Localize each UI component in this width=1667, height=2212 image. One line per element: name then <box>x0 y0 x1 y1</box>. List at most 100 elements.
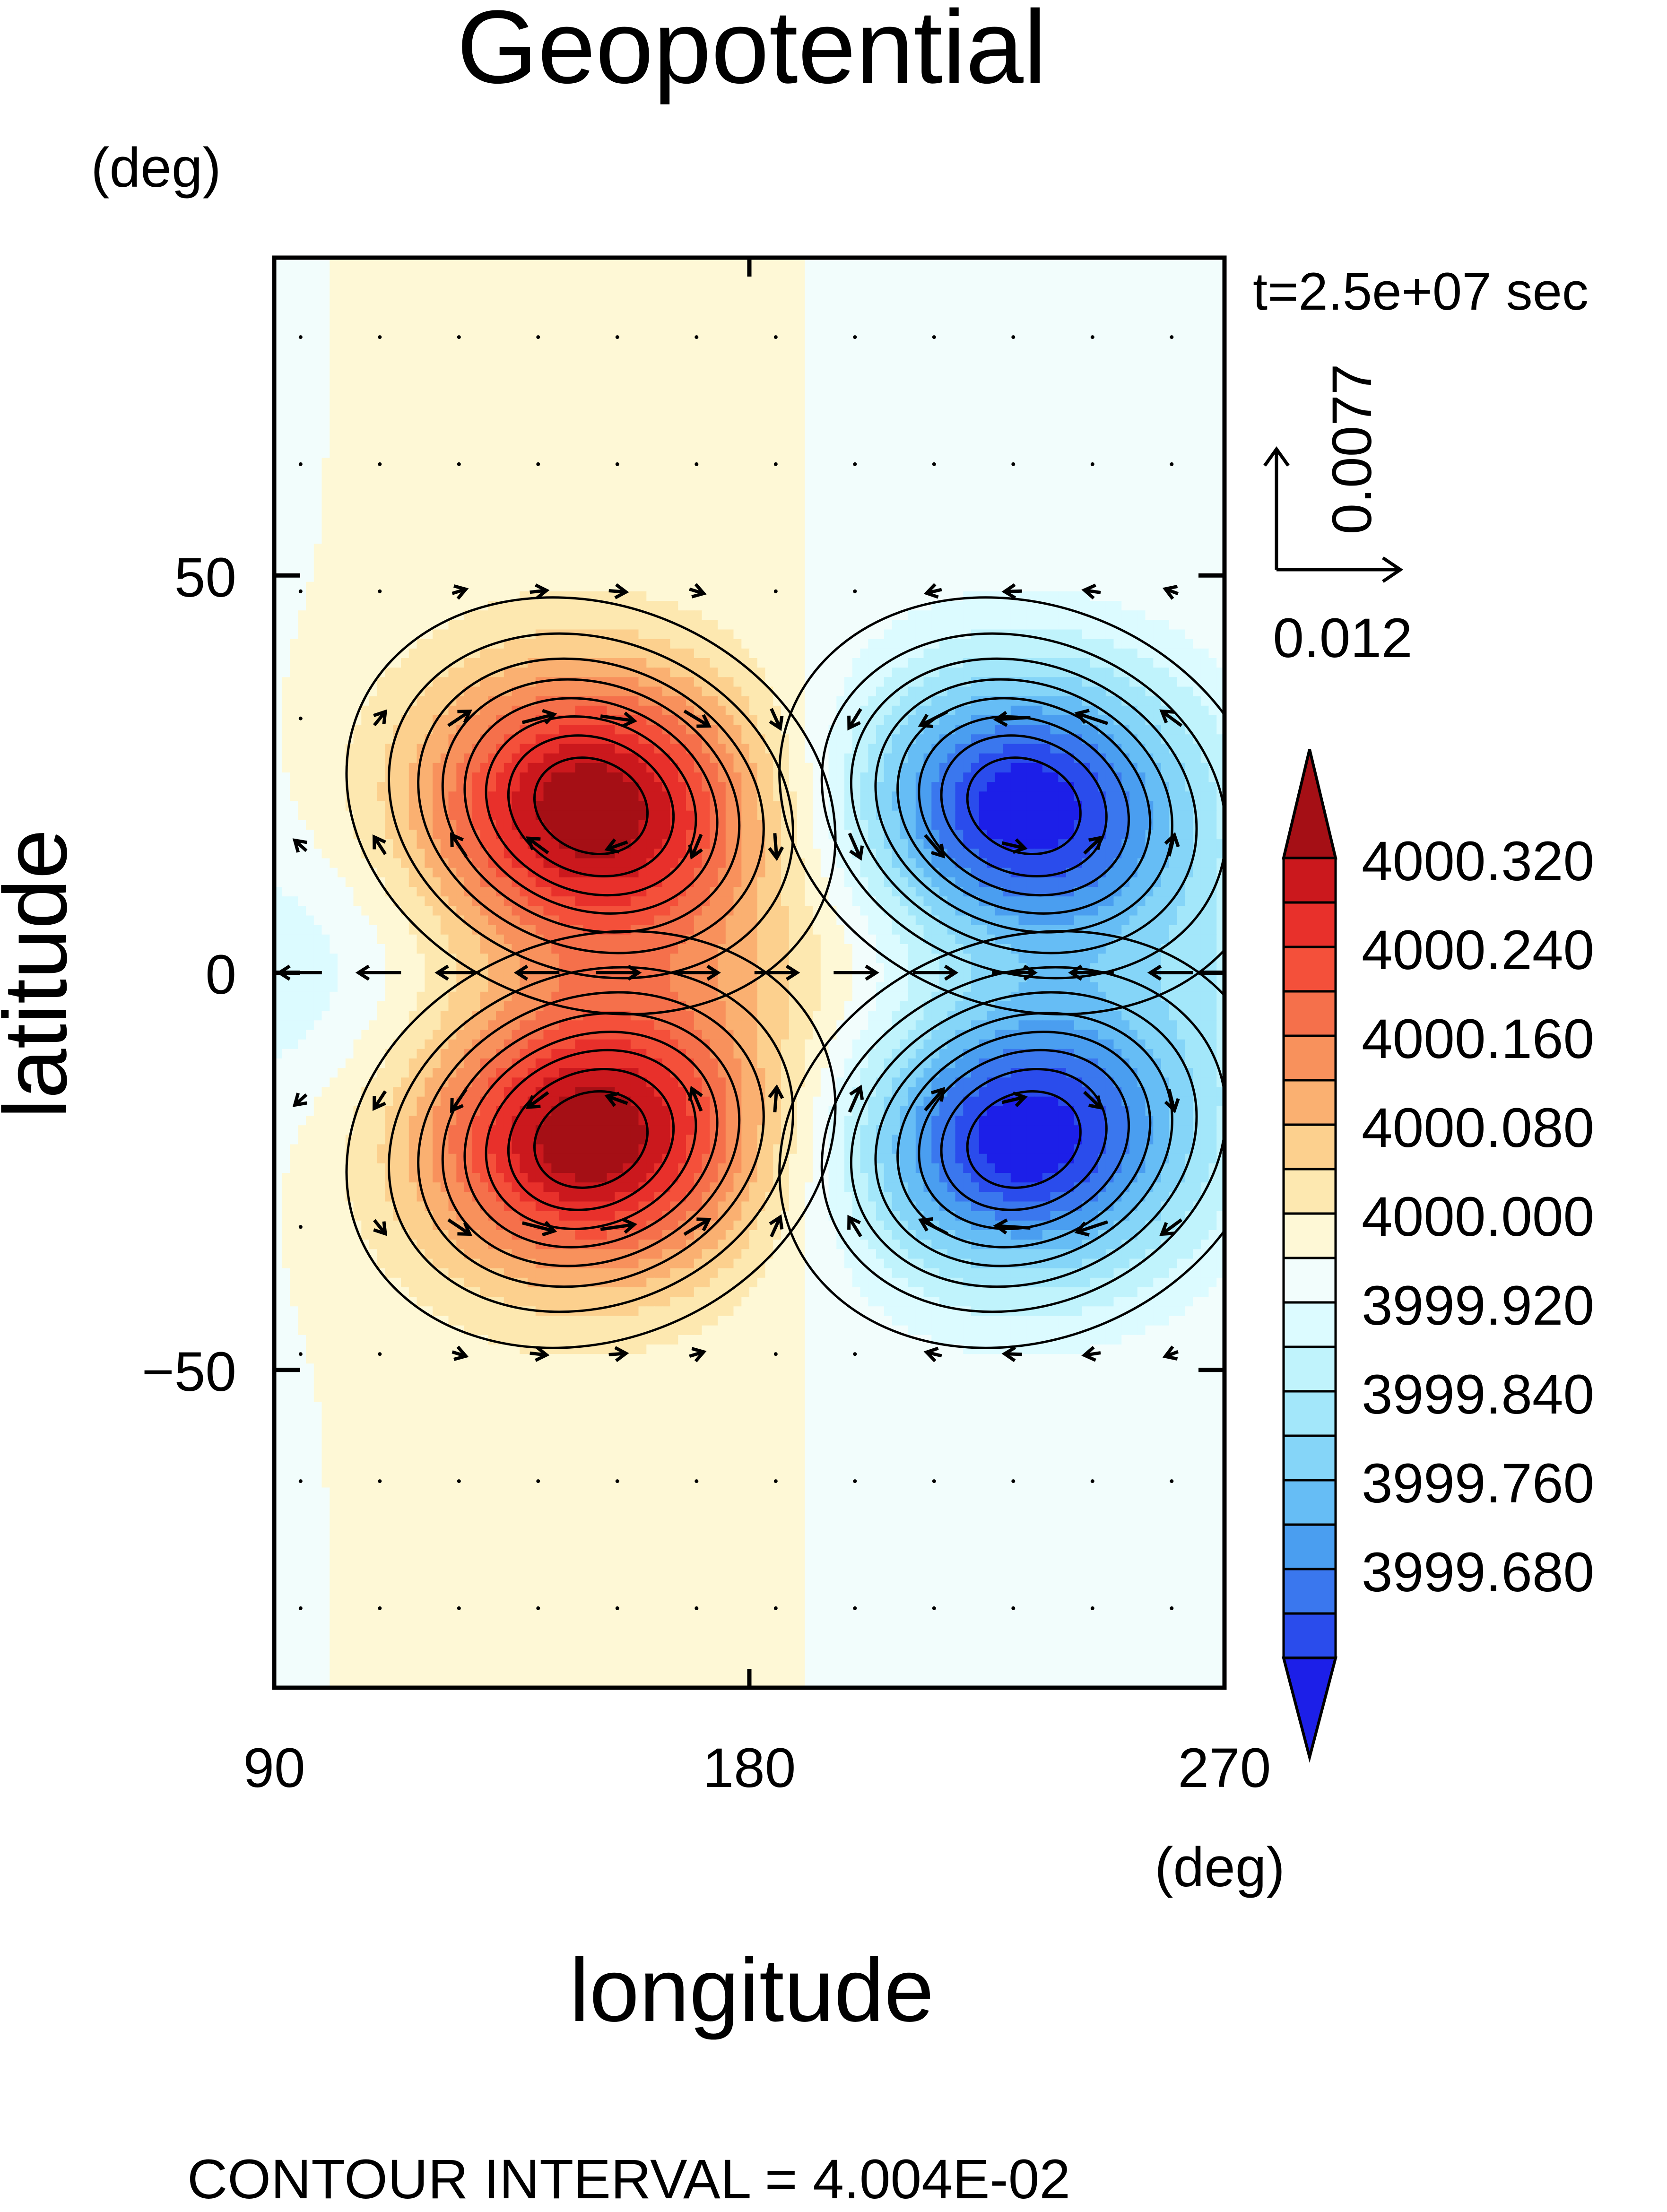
field-cell <box>551 315 560 325</box>
field-cell <box>433 363 441 373</box>
field-cell <box>322 344 330 354</box>
field-cell <box>1146 353 1154 363</box>
field-cell <box>781 286 790 296</box>
field-cell <box>551 334 560 344</box>
field-cell <box>1114 296 1122 306</box>
field-cell <box>441 372 449 382</box>
field-cell <box>583 334 591 344</box>
field-cell <box>1026 296 1035 306</box>
field-cell <box>512 382 521 391</box>
field-cell <box>931 315 940 325</box>
field-cell <box>1051 334 1059 344</box>
field-cell <box>544 296 552 306</box>
field-cell <box>654 296 663 306</box>
field-cell <box>536 277 544 286</box>
field-cell <box>1153 363 1162 373</box>
field-cell <box>876 305 885 315</box>
field-cell <box>520 344 528 354</box>
field-cell <box>757 363 766 373</box>
field-cell <box>615 391 623 401</box>
field-cell <box>741 305 750 315</box>
field-cell <box>947 363 956 373</box>
field-cell <box>536 382 544 391</box>
field-cell <box>971 315 980 325</box>
field-cell <box>615 296 623 306</box>
field-cell <box>1161 344 1170 354</box>
field-cell <box>472 296 481 306</box>
field-cell <box>1042 353 1051 363</box>
field-cell <box>646 277 655 286</box>
field-cell <box>765 277 774 286</box>
field-cell <box>789 372 798 382</box>
field-cell <box>1121 315 1130 325</box>
chart-title: Geopotential <box>457 0 1047 105</box>
field-cell <box>1193 324 1201 334</box>
field-cell <box>591 315 599 325</box>
field-cell <box>892 267 901 277</box>
field-cell <box>1193 305 1201 315</box>
field-cell <box>1090 277 1098 286</box>
field-cell <box>868 286 877 296</box>
field-cell <box>361 305 370 315</box>
field-cell <box>1011 277 1019 286</box>
field-cell <box>314 324 322 334</box>
field-cell <box>916 267 924 277</box>
field-cell <box>1114 267 1122 277</box>
field-cell <box>757 344 766 354</box>
field-cell <box>1019 324 1027 334</box>
field-cell <box>1153 372 1162 382</box>
field-cell <box>417 353 425 363</box>
field-cell <box>639 334 647 344</box>
field-cell <box>551 344 560 354</box>
field-cell <box>1177 372 1186 382</box>
field-cell <box>1209 305 1217 315</box>
field-cell <box>290 267 299 277</box>
field-cell <box>1042 305 1051 315</box>
field-cell <box>488 267 496 277</box>
field-cell <box>757 296 766 306</box>
field-cell <box>1129 305 1138 315</box>
field-cell <box>449 277 457 286</box>
field-cell <box>520 353 528 363</box>
field-cell <box>607 391 616 401</box>
field-cell <box>583 353 591 363</box>
field-cell <box>1066 296 1075 306</box>
field-cell <box>1137 334 1146 344</box>
field-cell <box>425 267 433 277</box>
field-cell <box>908 305 916 315</box>
field-cell <box>504 286 512 296</box>
field-cell <box>813 382 821 391</box>
field-cell <box>1201 344 1209 354</box>
field-cell <box>290 382 299 391</box>
field-cell <box>1042 296 1051 306</box>
field-cell <box>1074 372 1083 382</box>
field-cell <box>417 267 425 277</box>
field-cell <box>338 305 346 315</box>
field-cell <box>726 353 734 363</box>
field-cell <box>987 286 996 296</box>
field-cell <box>718 372 726 382</box>
field-cell <box>710 305 718 315</box>
field-cell <box>892 286 901 296</box>
field-cell <box>900 286 908 296</box>
field-cell <box>702 324 711 334</box>
field-cell <box>797 372 806 382</box>
field-cell <box>884 363 893 373</box>
field-cell <box>1106 363 1114 373</box>
field-cell <box>306 324 314 334</box>
field-cell <box>409 296 417 306</box>
field-cell <box>1137 305 1146 315</box>
field-cell <box>686 372 695 382</box>
field-cell <box>504 277 512 286</box>
field-cell <box>456 353 465 363</box>
field-cell <box>346 324 354 334</box>
field-cell <box>963 277 972 286</box>
field-cell <box>797 382 806 391</box>
field-cell <box>1011 334 1019 344</box>
field-cell <box>1026 315 1035 325</box>
field-cell <box>955 372 964 382</box>
field-cell <box>1177 267 1186 277</box>
field-cell <box>425 344 433 354</box>
field-cell <box>860 363 869 373</box>
field-cell <box>813 315 821 325</box>
